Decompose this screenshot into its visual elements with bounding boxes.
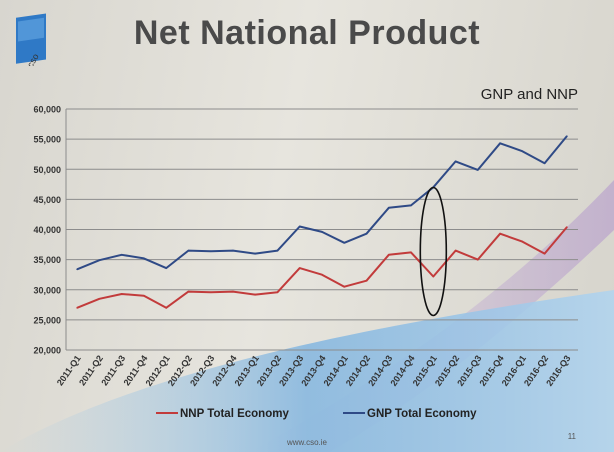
data-point-nnp-total-economy [76,307,78,309]
y-tick-label: 60,000 [33,105,61,115]
legend: NNP Total Economy GNP Total Economy [156,408,477,420]
y-tick-label: 45,000 [33,195,61,205]
legend-label: GNP Total Economy [367,408,477,420]
y-tick-label: 35,000 [33,255,61,265]
decor-swoosh-blue [0,290,614,452]
data-point-gnp-total-economy [365,232,368,235]
chart-title: GNP and NNP [481,86,578,103]
y-tick-label: 50,000 [33,165,61,175]
data-point-nnp-total-economy [321,273,323,276]
gridlines [65,108,578,351]
series-line-gnp-total-economy [76,135,568,271]
data-point-gnp-total-economy [521,150,524,152]
y-tick-label: 55,000 [33,135,61,145]
data-point-gnp-total-economy [543,162,546,165]
data-point-nnp-total-economy [543,252,546,255]
data-point-nnp-total-economy [120,293,123,295]
data-point-nnp-total-economy [298,267,301,269]
data-point-nnp-total-economy [365,279,368,282]
slide-title: Net National Product [133,14,481,52]
y-axis: 20,000 25,000 30,000 35,000 40,000 45,000 50,0… [33,105,61,356]
logo-text: cso [25,52,41,66]
data-point-gnp-total-economy [477,169,479,171]
data-point-nnp-total-economy [209,291,212,293]
data-point-gnp-total-economy [98,259,101,262]
data-point-gnp-total-economy [209,250,212,252]
y-tick-label: 30,000 [33,285,61,295]
data-point-nnp-total-economy [343,285,346,288]
data-point-gnp-total-economy [187,249,190,252]
data-point-nnp-total-economy [477,258,479,261]
data-point-gnp-total-economy [254,252,257,255]
data-point-nnp-total-economy [566,226,568,228]
data-point-nnp-total-economy [454,249,457,252]
data-point-nnp-total-economy [432,275,435,278]
data-point-nnp-total-economy [499,232,501,235]
data-point-nnp-total-economy [165,307,167,309]
y-tick-label: 25,000 [33,315,61,325]
data-point-gnp-total-economy [387,207,390,209]
data-point-nnp-total-economy [254,293,257,296]
y-tick-label: 40,000 [33,225,61,235]
data-point-nnp-total-economy [187,290,190,293]
data-point-nnp-total-economy [276,291,279,293]
data-point-gnp-total-economy [165,267,167,269]
series-lines [76,135,568,309]
data-point-nnp-total-economy [143,294,145,297]
y-tick-label: 20,000 [33,346,61,356]
data-point-gnp-total-economy [321,231,323,233]
page-number: 11 [567,432,576,441]
legend-label: NNP Total Economy [180,408,289,420]
data-point-gnp-total-economy [76,268,78,271]
data-point-gnp-total-economy [143,257,145,260]
data-point-gnp-total-economy [120,254,123,256]
data-point-nnp-total-economy [232,290,234,293]
data-point-nnp-total-economy [410,251,412,254]
data-point-nnp-total-economy [98,297,101,300]
data-point-gnp-total-economy [298,225,301,228]
data-point-gnp-total-economy [276,249,279,252]
data-point-nnp-total-economy [521,240,524,243]
footer-url: www.cso.ie [286,438,327,447]
data-point-gnp-total-economy [343,241,346,244]
data-point-gnp-total-economy [566,135,568,137]
data-point-gnp-total-economy [410,204,412,207]
highlight-ellipse [419,186,448,317]
cso-logo: cso [16,13,46,66]
data-point-gnp-total-economy [499,142,501,145]
data-point-gnp-total-economy [232,249,234,252]
data-point-nnp-total-economy [387,254,390,256]
data-point-gnp-total-economy [454,160,457,163]
